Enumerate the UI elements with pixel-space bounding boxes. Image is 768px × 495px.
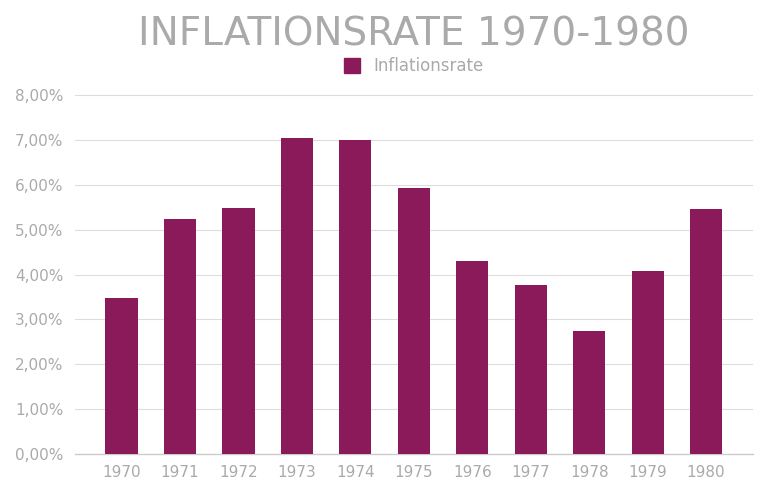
Bar	[398, 189, 430, 454]
Bar	[456, 261, 488, 454]
Bar	[573, 331, 605, 454]
Bar	[515, 285, 547, 454]
Legend: Inflationsrate: Inflationsrate	[337, 50, 491, 82]
Bar	[164, 219, 196, 454]
Bar	[281, 138, 313, 454]
Bar	[690, 208, 722, 454]
Bar	[631, 271, 664, 454]
Bar	[339, 140, 372, 454]
Title: INFLATIONSRATE 1970-1980: INFLATIONSRATE 1970-1980	[138, 15, 690, 53]
Bar	[105, 298, 137, 454]
Bar	[223, 208, 254, 454]
